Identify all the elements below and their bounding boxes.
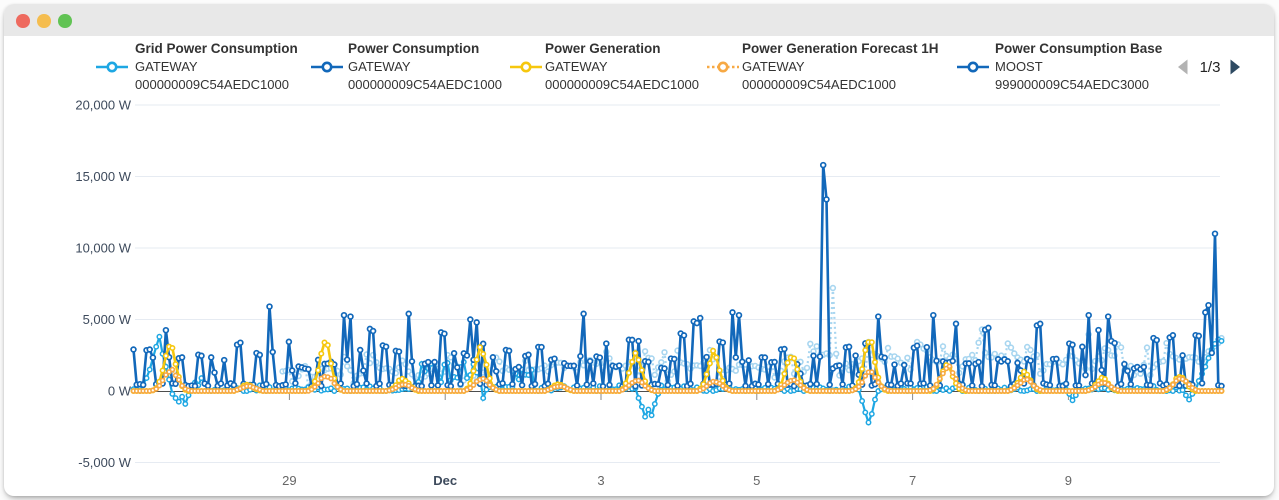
- svg-text:5,000 W: 5,000 W: [83, 312, 132, 327]
- svg-text:15,000 W: 15,000 W: [75, 169, 131, 184]
- svg-text:29: 29: [282, 473, 296, 488]
- svg-text:10,000 W: 10,000 W: [75, 241, 131, 256]
- svg-text:Dec: Dec: [433, 473, 457, 488]
- svg-text:20,000 W: 20,000 W: [75, 98, 131, 113]
- svg-text:3: 3: [597, 473, 604, 488]
- svg-text:0 W: 0 W: [108, 384, 132, 399]
- svg-text:9: 9: [1065, 473, 1072, 488]
- svg-text:5: 5: [753, 473, 760, 488]
- svg-text:-5,000 W: -5,000 W: [78, 455, 131, 470]
- svg-text:7: 7: [909, 473, 916, 488]
